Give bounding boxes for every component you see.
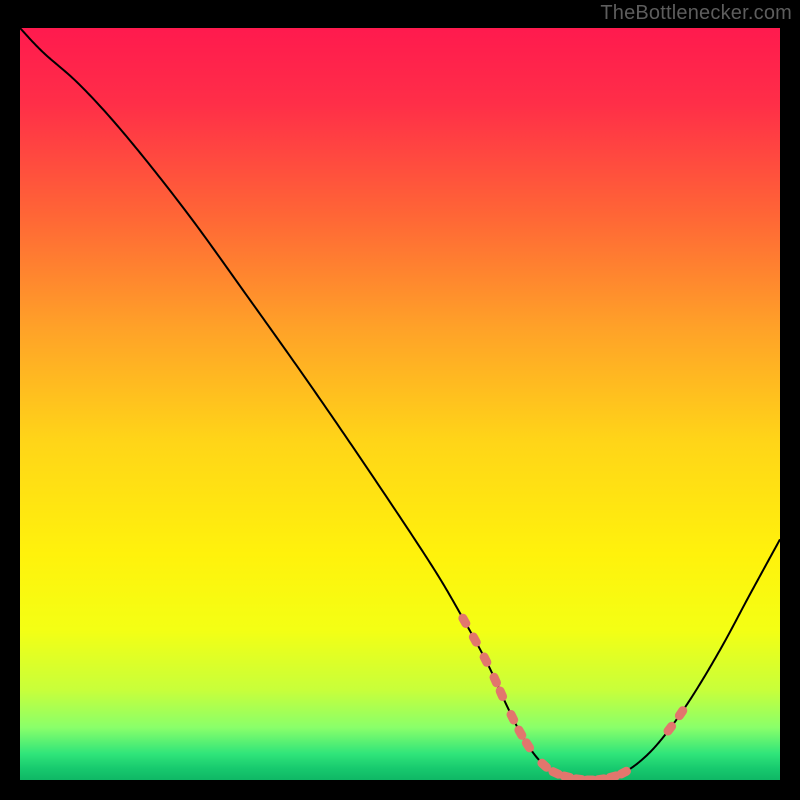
gradient-background bbox=[20, 28, 780, 780]
attribution-text: TheBottlenecker.com bbox=[600, 2, 792, 25]
frame-margin bbox=[0, 780, 800, 800]
bottleneck-chart bbox=[0, 0, 800, 800]
frame-margin bbox=[0, 0, 20, 800]
frame-margin bbox=[780, 0, 800, 800]
